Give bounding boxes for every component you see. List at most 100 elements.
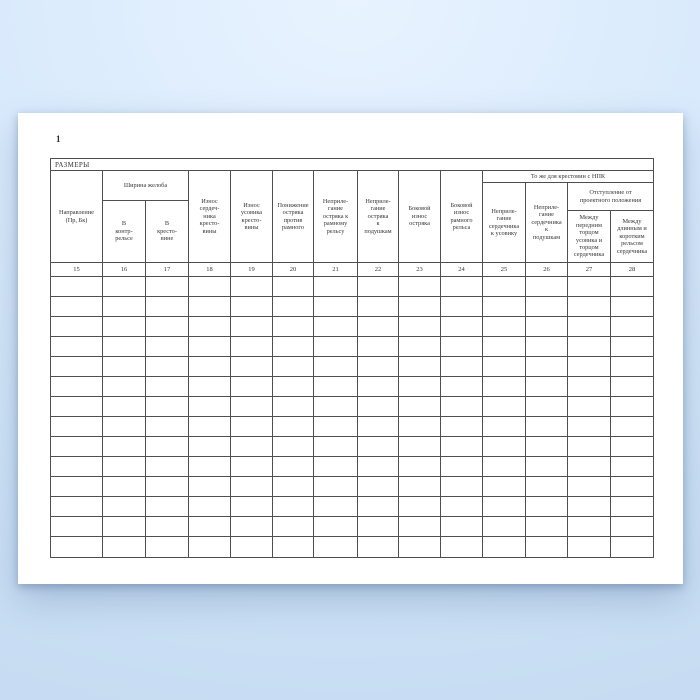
empty-data-cell [146,377,189,397]
empty-data-cell [526,357,568,377]
empty-data-cell [611,437,653,457]
table-title-row: РАЗМЕРЫ [51,159,653,171]
empty-data-cell [399,477,441,497]
empty-data-cell [441,397,483,417]
empty-data-cell [189,357,231,377]
empty-data-cell [231,337,273,357]
col-header-point-gap-pads: Неприле- гание остряка к подушкам [358,171,399,263]
empty-data-cell [483,497,526,517]
empty-data-cell [526,317,568,337]
empty-data-cell [568,537,611,557]
empty-data-cell [273,277,314,297]
empty-data-cell [441,437,483,457]
empty-data-cell [441,377,483,397]
table-title: РАЗМЕРЫ [55,160,90,169]
empty-data-cell [103,357,146,377]
empty-data-cell [568,397,611,417]
column-number-21: 21 [314,263,358,277]
empty-data-cell [273,497,314,517]
empty-data-cell [314,517,358,537]
empty-data-cell [189,277,231,297]
empty-data-cell [103,477,146,497]
empty-data-cell [146,297,189,317]
empty-data-cell [441,477,483,497]
empty-data-cell [441,357,483,377]
empty-data-cell [51,397,103,417]
col-header-point-gap-stock-rail: Неприле- гание остряка к рамному рельсу [314,171,358,263]
empty-data-cell [568,297,611,317]
empty-data-cell [51,337,103,357]
empty-data-cell [483,297,526,317]
empty-data-cell [568,337,611,357]
empty-data-cell [526,477,568,497]
empty-data-cell [231,317,273,337]
column-number-22: 22 [358,263,399,277]
empty-data-cell [273,537,314,557]
empty-data-cell [273,297,314,317]
empty-data-cell [103,377,146,397]
empty-data-cell [103,457,146,477]
empty-data-cell [568,377,611,397]
col-header-frog-wing-wear: Износ усовика кресто- вины [231,171,273,263]
page-number: 1 [56,134,61,144]
empty-data-cell [611,337,653,357]
empty-data-cell [314,377,358,397]
empty-data-cell [51,437,103,457]
column-number-27: 27 [568,263,611,277]
column-number-23: 23 [399,263,441,277]
empty-data-cell [51,277,103,297]
empty-data-cell [273,337,314,357]
empty-data-cell [611,297,653,317]
empty-data-cell [399,457,441,477]
empty-data-cell [314,477,358,497]
empty-data-cell [611,477,653,497]
empty-data-cell [314,277,358,297]
empty-data-cell [146,317,189,337]
empty-data-cell [273,457,314,477]
empty-data-cell [441,277,483,297]
empty-data-cell [51,537,103,557]
empty-data-cell [231,457,273,477]
empty-data-cell [146,537,189,557]
column-number-17: 17 [146,263,189,277]
empty-data-cell [314,457,358,477]
column-number-26: 26 [526,263,568,277]
empty-data-cell [231,297,273,317]
empty-data-cell [189,477,231,497]
empty-data-cell [399,337,441,357]
empty-data-cell [231,357,273,377]
empty-data-cell [611,517,653,537]
empty-data-cell [358,277,399,297]
empty-data-cell [358,417,399,437]
empty-data-cell [568,357,611,377]
empty-data-cell [189,337,231,357]
empty-data-cell [441,337,483,357]
empty-data-cell [189,437,231,457]
empty-data-cell [146,337,189,357]
empty-data-cell [231,377,273,397]
empty-data-cell [358,297,399,317]
empty-data-cell [146,457,189,477]
empty-data-cell [611,357,653,377]
empty-data-cell [231,397,273,417]
empty-data-cell [314,297,358,317]
empty-data-cell [189,417,231,437]
column-number-28: 28 [611,263,653,277]
empty-data-cell [399,357,441,377]
empty-data-cell [399,537,441,557]
empty-data-cell [189,517,231,537]
empty-data-cell [189,457,231,477]
col-header-core-gap-wing: Неприле- гание сердечника к усовику [483,183,526,263]
empty-data-cell [189,297,231,317]
empty-data-cell [526,537,568,557]
empty-data-cell [146,517,189,537]
empty-data-cell [611,537,653,557]
empty-data-cell [51,417,103,437]
empty-data-cell [483,357,526,377]
empty-data-cell [399,517,441,537]
empty-data-cell [483,417,526,437]
empty-data-cell [399,277,441,297]
col-header-stock-rail-side-wear: Боковой износ рамного рельса [441,171,483,263]
empty-data-cell [526,457,568,477]
